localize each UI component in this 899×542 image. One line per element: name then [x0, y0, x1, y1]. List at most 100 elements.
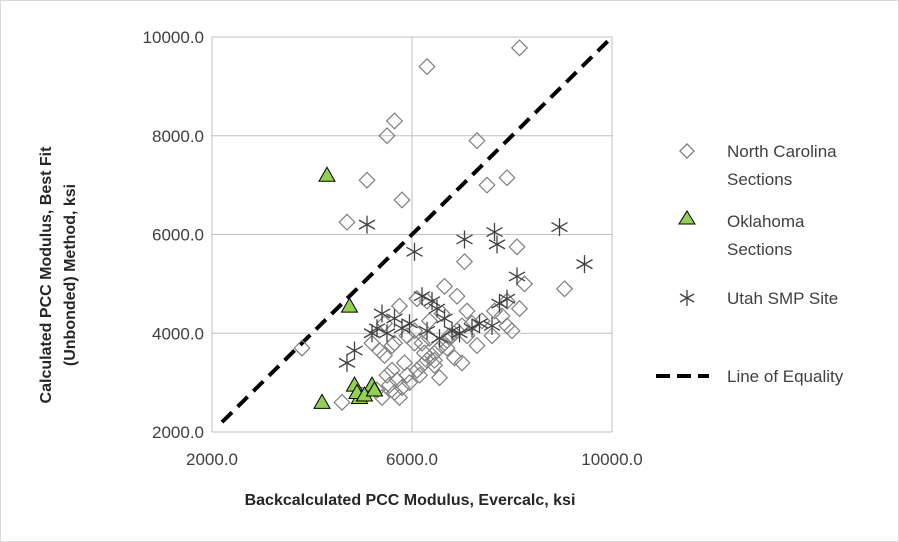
- point-utah: [338, 353, 356, 372]
- point-utah: [451, 324, 468, 343]
- point-north-carolina: [418, 57, 436, 76]
- point-north-carolina: [333, 393, 351, 412]
- legend-label-oklahoma-1: Oklahoma: [727, 212, 805, 231]
- point-north-carolina: [378, 366, 396, 384]
- point-north-carolina: [510, 39, 529, 57]
- point-north-carolina: [508, 238, 526, 256]
- point-north-carolina: [435, 277, 454, 295]
- point-north-carolina: [383, 336, 401, 355]
- y-tick-label: 6000.0: [152, 226, 204, 245]
- point-north-carolina: [510, 299, 529, 318]
- point-north-carolina: [555, 280, 574, 298]
- point-oklahoma: [365, 381, 384, 397]
- legend-label-north-carolina-2: Sections: [727, 170, 792, 189]
- point-north-carolina: [498, 317, 516, 335]
- legend-asterisk-icon: [679, 290, 695, 306]
- legend-label-utah: Utah SMP Site: [727, 289, 838, 308]
- x-tick-label: 2000.0: [186, 450, 238, 469]
- point-utah: [401, 314, 418, 333]
- point-north-carolina: [293, 339, 311, 357]
- line-of-equality: [220, 35, 614, 424]
- point-utah: [358, 215, 376, 234]
- y-axis-title-line-2: (Unbonded) Method, ksi: [62, 184, 79, 366]
- y-tick-label: 2000.0: [152, 423, 204, 442]
- point-utah: [346, 341, 363, 360]
- legend: North Carolina Sections Oklahoma Section…: [656, 142, 844, 386]
- point-north-carolina: [390, 297, 409, 315]
- point-utah: [456, 230, 473, 249]
- point-north-carolina: [430, 369, 449, 387]
- legend-triangle-icon: [678, 210, 696, 225]
- point-oklahoma: [318, 166, 336, 182]
- point-utah: [576, 255, 593, 274]
- point-north-carolina: [485, 302, 504, 320]
- point-north-carolina: [455, 253, 474, 271]
- y-tick-label: 10000.0: [143, 28, 204, 47]
- point-north-carolina: [385, 112, 404, 130]
- legend-item-oklahoma: Oklahoma Sections: [678, 210, 805, 259]
- x-tick-label: 6000.0: [386, 450, 438, 469]
- data-points: [293, 39, 593, 412]
- point-north-carolina: [453, 354, 471, 372]
- point-utah: [418, 321, 436, 340]
- legend-item-utah: Utah SMP Site: [679, 289, 838, 308]
- point-north-carolina: [458, 302, 476, 320]
- point-north-carolina: [503, 322, 521, 340]
- x-tick-label: 10000.0: [581, 450, 642, 469]
- point-utah: [368, 319, 386, 338]
- point-north-carolina: [468, 336, 486, 355]
- point-north-carolina: [378, 127, 396, 145]
- y-tick-label: 4000.0: [152, 324, 204, 343]
- legend-item-north-carolina: North Carolina Sections: [679, 142, 837, 189]
- point-utah: [488, 235, 506, 254]
- point-north-carolina: [385, 383, 404, 402]
- point-north-carolina: [390, 388, 409, 407]
- point-north-carolina: [358, 171, 376, 189]
- point-north-carolina: [425, 351, 444, 370]
- point-utah: [491, 294, 508, 313]
- point-oklahoma: [313, 393, 331, 409]
- point-north-carolina: [393, 191, 411, 209]
- y-tick-label: 8000.0: [152, 127, 204, 146]
- point-utah: [483, 316, 501, 335]
- point-north-carolina: [408, 361, 426, 379]
- y-axis-title-line-1: Calculated PCC Modulus, Best Fit: [38, 146, 55, 404]
- point-utah: [431, 329, 448, 348]
- point-north-carolina: [468, 132, 486, 150]
- point-north-carolina: [425, 356, 444, 374]
- point-utah: [471, 314, 488, 333]
- point-north-carolina: [400, 373, 419, 392]
- point-north-carolina: [420, 312, 439, 330]
- point-oklahoma: [340, 297, 359, 313]
- legend-label-line-of-equality: Line of Equality: [727, 367, 844, 386]
- point-utah: [406, 242, 423, 261]
- y-axis-title-group: Calculated PCC Modulus, Best Fit (Unbond…: [38, 146, 79, 404]
- point-north-carolina: [375, 314, 394, 333]
- point-utah: [486, 223, 503, 242]
- tick-labels: 2000.0 4000.0 6000.0 8000.0 10000.0 2000.0 600…: [143, 28, 643, 469]
- point-north-carolina: [338, 213, 356, 231]
- point-north-carolina: [395, 354, 414, 372]
- point-north-carolina: [405, 322, 424, 340]
- point-north-carolina: [445, 349, 464, 367]
- point-north-carolina: [438, 339, 456, 357]
- point-utah: [436, 309, 453, 328]
- legend-label-north-carolina-1: North Carolina: [727, 142, 837, 161]
- point-north-carolina: [478, 176, 496, 194]
- point-north-carolina: [483, 327, 501, 345]
- point-north-carolina: [383, 361, 401, 379]
- point-utah: [373, 304, 391, 323]
- point-utah: [413, 287, 431, 306]
- x-axis-title: Backcalculated PCC Modulus, Evercalc, ks…: [245, 492, 576, 509]
- point-north-carolina: [413, 334, 431, 352]
- point-north-carolina: [375, 346, 394, 365]
- legend-label-oklahoma-2: Sections: [727, 240, 792, 259]
- legend-item-line-of-equality: Line of Equality: [656, 367, 844, 386]
- line-of-equality-path: [220, 35, 614, 424]
- point-utah: [551, 218, 568, 237]
- axes: [211, 37, 612, 433]
- point-north-carolina: [448, 287, 466, 305]
- point-north-carolina: [498, 169, 516, 187]
